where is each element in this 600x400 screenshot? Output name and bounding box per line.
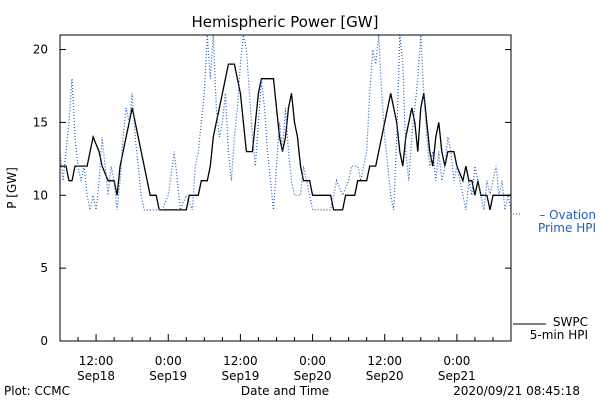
- x-tick-label-time: 12:00: [367, 354, 402, 368]
- y-tick-label: 10: [33, 188, 48, 202]
- plot-credit: Plot: CCMC: [4, 384, 70, 398]
- x-tick-label-date: Sep19: [149, 369, 187, 383]
- x-tick-label-time: 0:00: [443, 354, 470, 368]
- x-axis-label: Date and Time: [241, 384, 329, 398]
- plot-frame: [59, 34, 512, 342]
- y-axis-label: P [GW]: [5, 167, 19, 209]
- y-tick-label: 0: [40, 334, 48, 348]
- chart-title: Hemispheric Power [GW]: [192, 13, 379, 31]
- legend-label-ovation-line1: – Ovation: [539, 208, 596, 222]
- x-tick-label-date: Sep20: [366, 369, 404, 383]
- series-layer: [59, 34, 512, 211]
- y-tick-label: 5: [40, 261, 48, 275]
- axes-layer: 0510152012:00Sep180:00Sep1912:00Sep190:0…: [33, 34, 512, 383]
- x-tick-label-date: Sep21: [438, 369, 476, 383]
- x-tick-label-date: Sep18: [77, 369, 115, 383]
- y-tick-label: 20: [33, 43, 48, 57]
- legend-label-swpc-line2: 5-min HPI: [530, 328, 588, 342]
- legend-label-swpc-line1: SWPC: [553, 315, 588, 329]
- x-tick-label-date: Sep20: [294, 369, 332, 383]
- x-tick-label-time: 12:00: [79, 354, 114, 368]
- y-tick-label: 15: [33, 115, 48, 129]
- x-tick-label-time: 0:00: [299, 354, 326, 368]
- legend-label-ovation-line2: Prime HPI: [538, 221, 596, 235]
- x-tick-label-time: 0:00: [155, 354, 182, 368]
- x-tick-label-date: Sep19: [221, 369, 259, 383]
- series-line-ovation-prime-hpi: [59, 34, 512, 211]
- series-line-swpc-hpi: [60, 63, 511, 211]
- x-tick-label-time: 12:00: [223, 354, 258, 368]
- timestamp: 2020/09/21 08:45:18: [453, 384, 580, 398]
